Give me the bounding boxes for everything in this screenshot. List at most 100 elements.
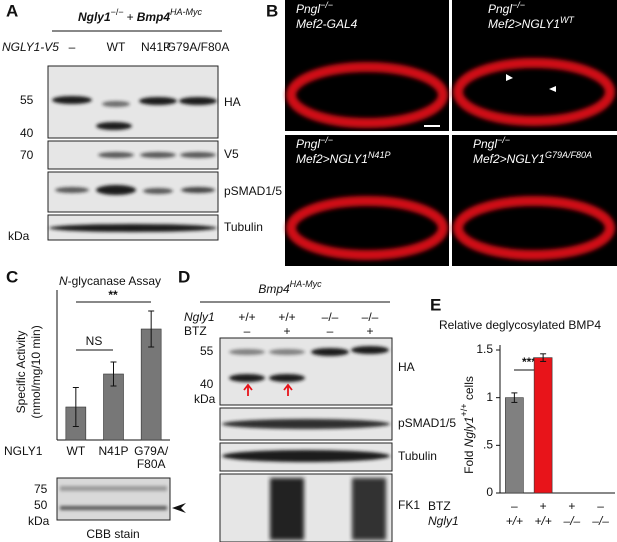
marker: kDa (8, 229, 30, 243)
band (229, 374, 265, 382)
bar (505, 397, 524, 494)
annotation: ** (108, 288, 118, 302)
annotation: NS (86, 334, 103, 348)
caption: Mef2>NGLY1G79A/F80A (473, 150, 592, 166)
panel-label: C (6, 267, 18, 286)
embryo (453, 196, 615, 260)
blot-label: HA (224, 95, 241, 109)
driver-sup: WT (560, 15, 575, 25)
blot-label: V5 (224, 147, 239, 161)
annotation: *** (522, 355, 536, 369)
arrows (243, 383, 293, 396)
title: -glycanase Assay (68, 274, 161, 288)
panel-label: E (430, 295, 441, 314)
cell: +/+ (278, 310, 295, 324)
gel-band (60, 506, 167, 510)
panel-e: E Relative deglycosylated BMP4 Fold Ngly… (430, 295, 615, 494)
band (269, 374, 305, 382)
arrowhead (172, 503, 186, 513)
band (143, 188, 173, 194)
x-tick-label: WT (67, 444, 86, 458)
row-cell: + (568, 499, 575, 513)
marker: 75 (34, 482, 48, 496)
caption: Pngl−/− (296, 0, 333, 16)
embryo (286, 62, 448, 128)
x-tick-label: G79A/ (134, 444, 169, 458)
marker: 40 (200, 377, 214, 391)
panel-a: A Ngly1−/− + Bmp4HA-Myc NGLY1-V5 – WT N41P… (2, 1, 282, 243)
caption: Mef2-GAL4 (296, 17, 358, 31)
embryo (453, 58, 615, 126)
title-italic: N (59, 274, 68, 288)
tag: HA-Myc (170, 7, 202, 17)
band (222, 419, 390, 429)
blot-label: FK1 (398, 498, 420, 512)
y-tick-label: 1.5 (476, 342, 493, 356)
plus: + (127, 10, 134, 24)
band (140, 152, 176, 158)
row-cell: +/+ (534, 514, 551, 528)
genotype-sup: −/− (512, 0, 525, 10)
row-label: Ngly1 (184, 310, 215, 324)
row-label: Ngly1 (428, 514, 459, 528)
blot-label: Tubulin (398, 449, 437, 463)
y-label-prefix: Fold (462, 451, 476, 474)
blot-label: HA (398, 360, 415, 374)
genotype: Pngl (488, 2, 512, 16)
marker: 70 (20, 148, 34, 162)
band (311, 348, 349, 356)
cell: + (366, 324, 373, 338)
band (181, 187, 215, 193)
y-label: Fold Ngly1+/+ cells (457, 376, 476, 474)
blot-label: pSMAD1/5 (398, 416, 456, 430)
row-cell: –/– (591, 514, 609, 528)
driver-sup: N41P (368, 150, 391, 160)
panel-c: C N-glycanase Assay Specific Activity (n… (4, 267, 186, 541)
caption: Pngl−/− (488, 0, 525, 16)
band (139, 97, 177, 105)
blot-label: pSMAD1/5 (224, 184, 282, 198)
caption: Mef2>NGLY1WT (488, 15, 575, 31)
lane: – (69, 40, 76, 54)
transgene: Bmp4 (258, 282, 290, 296)
genotype: Pngl (473, 137, 497, 151)
band (102, 101, 130, 107)
x-tick-label: F80A (137, 457, 166, 471)
row-cell: – (511, 499, 518, 513)
embryo (286, 196, 448, 260)
chart-title: N-glycanase Assay (59, 274, 161, 288)
genotype: Pngl (296, 137, 320, 151)
band (229, 349, 265, 355)
tag: HA-Myc (290, 279, 322, 289)
smear (270, 478, 304, 540)
row-label: BTZ (184, 324, 207, 338)
chart-title: Relative deglycosylated BMP4 (439, 318, 601, 332)
genotype-sup: −/− (320, 0, 333, 10)
marker: 50 (34, 498, 48, 512)
marker: kDa (194, 392, 216, 406)
driver: Mef2>NGLY1 (488, 17, 560, 31)
lane: WT (107, 40, 126, 54)
smear (352, 478, 386, 540)
y-label: Specific Activity (14, 331, 28, 414)
gel (56, 477, 171, 521)
marker: kDa (28, 514, 50, 528)
cell: –/– (362, 310, 379, 324)
band (96, 185, 136, 195)
caption: Mef2>NGLY1N41P (296, 150, 390, 166)
gel-band (60, 486, 167, 491)
y-label-gene: Ngly1 (462, 417, 476, 448)
band (179, 97, 217, 105)
transgene: Bmp4 (137, 10, 171, 24)
row-label: BTZ (428, 499, 451, 513)
band (180, 152, 216, 158)
genotype: −/− (111, 7, 124, 17)
row-cell: +/+ (506, 514, 523, 528)
caption: CBB stain (86, 527, 139, 541)
panel-label: D (178, 267, 190, 286)
gene: Ngly1 (78, 10, 111, 24)
blot-label: Tubulin (224, 220, 263, 234)
driver: Mef2>NGLY1 (296, 152, 368, 166)
band (96, 122, 132, 130)
